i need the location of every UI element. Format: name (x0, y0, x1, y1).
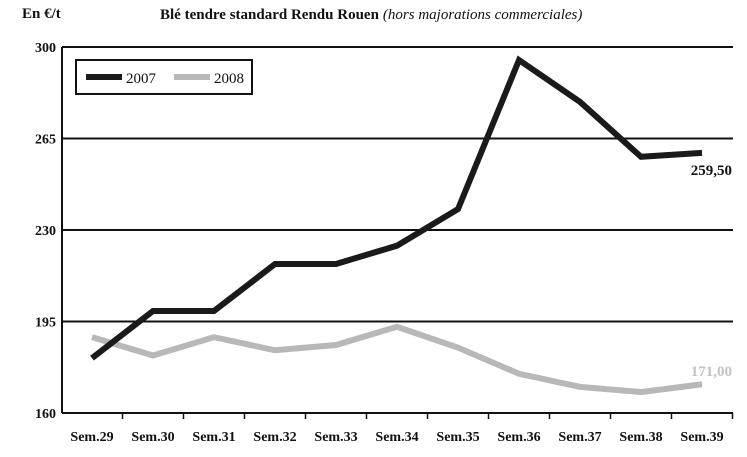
x-tick-label: Sem.29 (70, 430, 113, 445)
y-axis-unit-label: En €/t (22, 6, 61, 22)
x-tick-label: Sem.34 (375, 430, 418, 445)
chart-title-main: Blé tendre standard Rendu Rouen (160, 7, 379, 23)
series-line-2007 (90, 55, 703, 361)
y-tick-label-195: 195 (35, 316, 56, 331)
legend: 2007 2008 (75, 59, 253, 95)
x-tick-label: Sem.35 (436, 430, 479, 445)
y-tick-label-160: 160 (35, 407, 56, 422)
x-tick-label: Sem.39 (680, 430, 723, 445)
x-tick-label: Sem.38 (619, 430, 662, 445)
series-line-2008 (91, 323, 703, 396)
y-tick-label-300: 300 (35, 41, 56, 56)
end-value-label-2007: 259,50 (691, 163, 732, 179)
chart-title: Blé tendre standard Rendu Rouen (hors maj… (160, 7, 582, 24)
legend-label-2007: 2007 (126, 71, 157, 87)
y-tick-label-265: 265 (35, 133, 56, 148)
x-tick-label: Sem.36 (497, 430, 540, 445)
x-tick-label: Sem.37 (558, 430, 601, 445)
chart-subtitle: (hors majorations commerciales) (382, 7, 583, 23)
x-tick-label: Sem.30 (131, 430, 174, 445)
x-tick-label: Sem.32 (253, 430, 296, 445)
x-tick-label: Sem.31 (192, 430, 235, 445)
y-tick-label-230: 230 (35, 224, 56, 239)
end-value-label-2008: 171,00 (691, 364, 732, 380)
x-tick-label: Sem.33 (314, 430, 357, 445)
legend-label-2008: 2008 (214, 71, 244, 87)
